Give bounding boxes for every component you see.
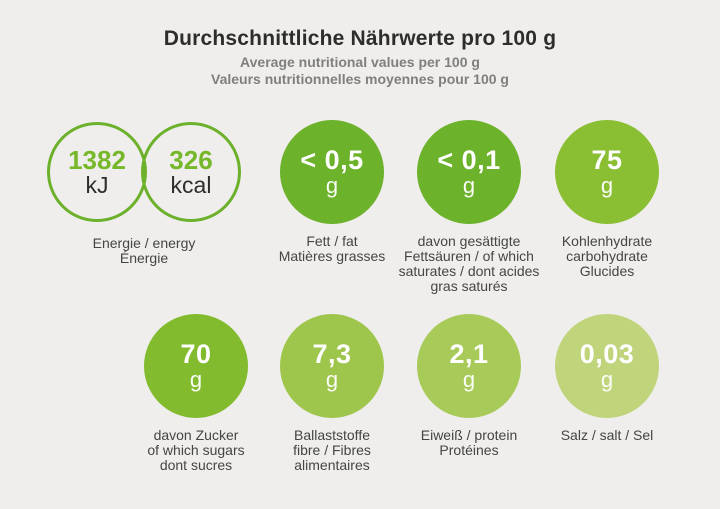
nutrient-label-fat: Fett / fat Matières grasses [237,234,427,264]
nutrient-value: < 0,5 [300,144,364,175]
nutrient-unit: g [462,172,476,198]
nutrient-label-line: carbohydrate [566,248,648,264]
nutrient-label-line: saturates / dont acides [398,263,540,279]
nutrient-label-line: Salz / salt / Sel [560,427,654,443]
energy-label-line: Energie / energy [92,235,196,251]
nutrient-label-line: alimentaires [294,457,370,473]
nutrient-value: 7,3 [312,338,352,369]
nutrient-label-line: Eiweiß / protein [420,427,518,443]
nutrient-label-line: Kohlenhydrate [561,233,653,249]
nutrient-label-line: Ballaststoffe [293,427,370,443]
energy-label-line: Énergie [119,250,169,266]
energy-kcal-unit: kcal [170,171,212,198]
energy-kj-unit: kJ [85,171,109,198]
nutrient-unit: g [325,366,339,392]
nutrient-circle-salt: 0,03 g [555,314,659,418]
nutrient-unit: g [600,172,614,198]
nutrient-circle-protein: 2,1 g [417,314,521,418]
nutrient-circle-fibre: 7,3 g [280,314,384,418]
nutrient-label-line: davon Zucker [153,427,239,443]
nutrient-value: 75 [591,144,623,175]
nutrient-label-line: fibre / Fibres [293,442,371,458]
energy-kj-value: 1382 [68,144,126,175]
nutrient-label-saturates: davon gesättigte Fettsäuren / of which sat… [374,234,564,294]
nutrient-label-line: davon gesättigte [417,233,521,249]
nutrient-label-salt: Salz / salt / Sel [512,428,702,443]
nutrient-value: 0,03 [579,338,635,369]
energy-kcal-ring: 326 kcal [141,122,241,222]
subtitle-french: Valeurs nutritionnelles moyennes pour 10… [211,71,509,87]
nutrient-label-line: Matières grasses [278,248,386,264]
nutrient-label-line: of which sugars [147,442,245,458]
nutrient-value: 2,1 [449,338,489,369]
nutrient-label-carbohydrate: Kohlenhydrate carbohydrate Glucides [512,234,702,279]
nutrient-label-line: Fett / fat [306,233,358,249]
nutrient-unit: g [600,366,614,392]
nutrient-label-line: Glucides [579,263,635,279]
nutrient-circle-sugars: 70 g [144,314,248,418]
header: Durchschnittliche Nährwerte pro 100 g Av… [0,27,720,88]
nutrient-value: 70 [180,338,212,369]
nutrient-circle-fat: < 0,5 g [280,120,384,224]
nutrient-label-sugars: davon Zucker of which sugars dont sucres [101,428,291,473]
nutrient-label-line: dont sucres [159,457,233,473]
nutrient-unit: g [462,366,476,392]
page-title: Durchschnittliche Nährwerte pro 100 g [163,27,557,50]
energy-kj-ring: 1382 kJ [47,122,147,222]
nutrient-unit: g [189,366,203,392]
energy-kcal-value: 326 [169,144,213,175]
nutrient-label-fibre: Ballaststoffe fibre / Fibres alimentaires [237,428,427,473]
nutrient-unit: g [325,172,339,198]
nutrient-label-protein: Eiweiß / protein Protéines [374,428,564,458]
nutrient-label-line: gras saturés [430,278,508,294]
energy-label: Energie / energy Énergie [49,236,239,266]
nutrient-label-line: Protéines [439,442,499,458]
nutrient-circle-carbohydrate: 75 g [555,120,659,224]
nutrient-value: < 0,1 [437,144,501,175]
subtitle-english: Average nutritional values per 100 g [240,54,480,70]
nutrient-label-line: Fettsäuren / of which [404,248,534,264]
nutrient-circle-saturates: < 0,1 g [417,120,521,224]
